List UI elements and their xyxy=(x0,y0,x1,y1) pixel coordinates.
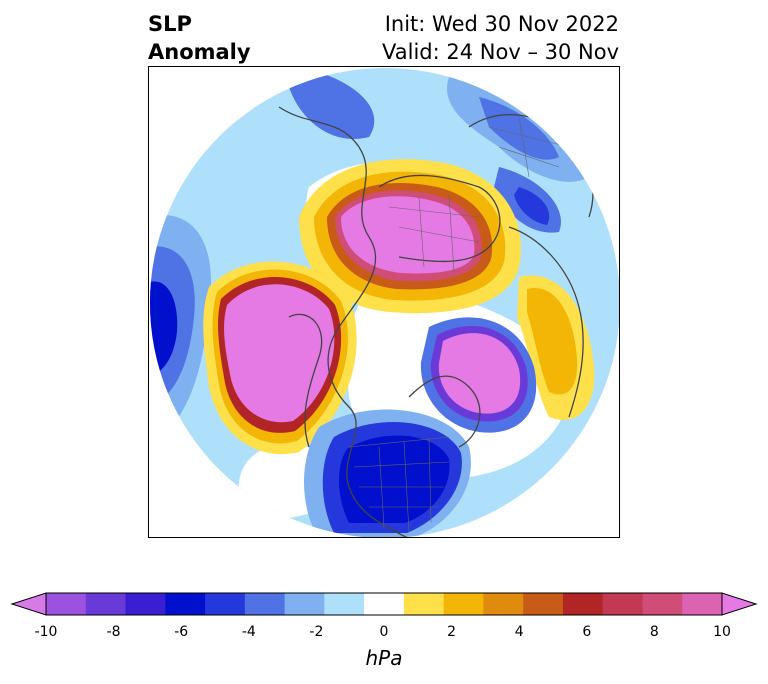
positive-anomaly-arctic-core xyxy=(341,196,475,274)
colorbar-tick-label: -10 xyxy=(34,624,58,640)
colorbar-border xyxy=(45,592,723,616)
colorbar-segment xyxy=(443,593,484,615)
colorbar-segment xyxy=(324,593,365,615)
date-info: Init: Wed 30 Nov 2022 Valid: 24 Nov – 30… xyxy=(382,10,619,66)
anomaly-map xyxy=(148,66,620,538)
colorbar-segment xyxy=(46,593,87,615)
colorbar-tick-label: 10 xyxy=(713,624,731,640)
colorbar-segment xyxy=(125,593,166,615)
colorbar-tick-label: 2 xyxy=(447,624,457,640)
colorbar-tick-label: -6 xyxy=(174,624,189,640)
colorbar-segment xyxy=(562,593,604,615)
negative-anomaly-europe-core xyxy=(479,97,559,160)
colorbar-segment xyxy=(244,593,286,615)
colorbar-segment xyxy=(284,593,325,615)
colorbar xyxy=(10,592,758,616)
colorbar-segment xyxy=(682,593,723,615)
colorbar-segment xyxy=(403,593,445,615)
colorbar-segment xyxy=(483,593,524,615)
valid-range-label: Valid: 24 Nov – 30 Nov xyxy=(382,40,619,64)
colorbar-min-arrow xyxy=(10,592,47,616)
coastlines xyxy=(278,106,594,537)
colorbar-unit-label: hPa xyxy=(365,646,403,670)
colorbar-segment xyxy=(642,593,683,615)
map-svg xyxy=(150,68,619,537)
positive-anomaly-atlantic-core xyxy=(438,333,521,414)
title-line-1: SLP xyxy=(148,12,192,36)
colorbar-segment xyxy=(602,593,643,615)
colorbar-segments xyxy=(46,593,723,615)
map-title: SLP Anomaly xyxy=(148,10,251,66)
colorbar-tick-label: -8 xyxy=(106,624,121,640)
colorbar-tick-label: 6 xyxy=(582,624,592,640)
colorbar-tick-label: 0 xyxy=(379,624,389,640)
init-date-label: Init: Wed 30 Nov 2022 xyxy=(384,12,619,36)
negative-anomaly-pacific-core xyxy=(150,281,178,377)
colorbar-tick-label: 4 xyxy=(514,624,524,640)
colorbar-max-arrow xyxy=(721,592,758,616)
colorbar-tick-label: -4 xyxy=(241,624,256,640)
political-borders xyxy=(348,116,570,533)
colorbar-segment xyxy=(85,593,127,615)
colorbar-tick-label: -2 xyxy=(309,624,324,640)
negative-anomaly-namerica-core xyxy=(338,435,450,523)
title-line-2: Anomaly xyxy=(148,40,251,64)
positive-anomaly-europe-core xyxy=(527,287,578,395)
colorbar-segment xyxy=(205,593,246,615)
colorbar-tick-label: 8 xyxy=(649,624,659,640)
colorbar-segment xyxy=(165,593,206,615)
negative-anomaly-asia-core xyxy=(514,187,550,225)
positive-anomaly-alaska-core xyxy=(224,284,335,423)
colorbar-segment xyxy=(364,593,405,615)
negative-anomaly-scandinavia xyxy=(289,68,375,139)
colorbar-segment xyxy=(523,593,564,615)
